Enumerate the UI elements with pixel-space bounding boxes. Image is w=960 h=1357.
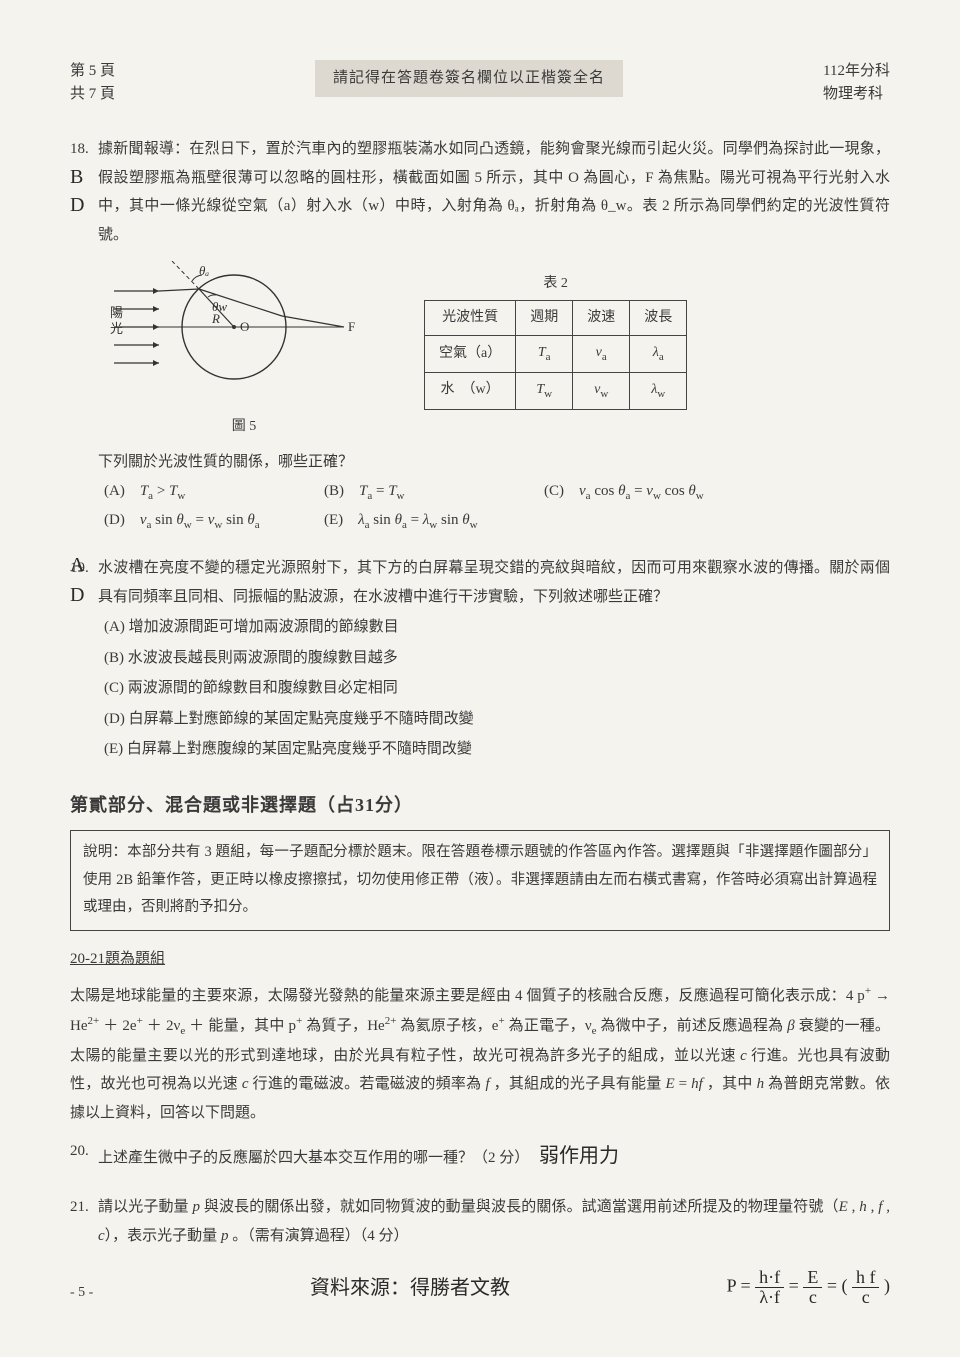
page-line-2: 共 7 頁 (70, 83, 115, 106)
svg-text:R: R (211, 311, 220, 326)
q18-options: (A) Ta > Tw (B) Ta = Tw (C) va cos θa = … (104, 477, 890, 537)
table-2-wrap: 表 2 光波性質 週期 波速 波長 空氣（a） Ta va λa (424, 271, 687, 410)
figure-5-wrap: 陽 光 θₐ θw R O F 圖 5 (104, 261, 384, 440)
q19-opt-c: (C) 兩波源間的節線數目和腹線數目必定相同 (104, 674, 890, 703)
header-instruction: 請記得在答題卷簽名欄位以正楷簽全名 (315, 60, 623, 97)
q18-opt-e: (E) λa sin θa = λw sin θw (324, 506, 504, 536)
table-2: 光波性質 週期 波速 波長 空氣（a） Ta va λa 水 （w） Tw (424, 300, 687, 410)
q19-opt-a: (A) 增加波源間距可增加兩波源間的節線數目 (104, 613, 890, 642)
fig5-sun-label: 陽 (110, 305, 123, 320)
q19-opt-b: (B) 水波波長越長則兩波源間的腹線數目越多 (104, 644, 890, 673)
q18-opt-a: (A) Ta > Tw (104, 477, 284, 507)
footer-page-num: - 5 - (70, 1280, 93, 1307)
group-20-21-label: 20-21題為題組 (70, 945, 890, 974)
exam-page: 第 5 頁 共 7 頁 請記得在答題卷簽名欄位以正楷簽全名 112年分科 物理考… (0, 0, 960, 1357)
table-row: 水 （w） Tw vw λw (425, 372, 687, 409)
q19-number: 19. (70, 554, 89, 583)
svg-text:F: F (348, 319, 355, 334)
q20-handwritten-answer: 弱作用力 (539, 1145, 619, 1167)
q20-text: 上述產生微中子的反應屬於四大基本交互作用的哪一種？（2 分） (98, 1150, 529, 1166)
table-row: 空氣（a） Ta va λa (425, 336, 687, 373)
section-2-instructions: 說明：本部分共有 3 題組，每一子題配分標於題末。限在答題卷標示題號的作答區內作… (70, 830, 890, 931)
page-number-block: 第 5 頁 共 7 頁 (70, 60, 115, 105)
q18-opt-d: (D) va sin θw = vw sin θa (104, 506, 284, 536)
handwritten-ans-18-d: D (70, 186, 84, 224)
q21-text: 請以光子動量 p 與波長的關係出發，就如同物質波的動量與波長的關係。試適當選用前… (98, 1193, 890, 1250)
question-21: 21. 請以光子動量 p 與波長的關係出發，就如同物質波的動量與波長的關係。試適… (98, 1193, 890, 1250)
svg-text:光: 光 (110, 321, 123, 336)
figure-5-svg: 陽 光 θₐ θw R O F (104, 261, 384, 401)
frac-3: h f c (852, 1268, 880, 1307)
figure-5-caption: 圖 5 (104, 414, 384, 441)
q21-number: 21. (70, 1193, 89, 1222)
handwritten-source: 資料來源：得勝者文教 (310, 1269, 510, 1307)
th-property: 光波性質 (425, 300, 516, 336)
frac-1: h·f λ·f (755, 1268, 784, 1307)
q20-number: 20. (70, 1137, 89, 1166)
exam-year: 112年分科 (823, 60, 890, 83)
q18-opt-c: (C) va cos θa = vw cos θw (544, 477, 724, 507)
th-period: 週期 (516, 300, 573, 336)
question-19: 19. 水波槽在亮度不變的穩定光源照射下，其下方的白屏幕呈現交錯的亮紋與暗紋，因… (98, 554, 890, 764)
passage-20-21: 太陽是地球能量的主要來源，太陽發光發熱的能量來源主要是經由 4 個質子的核融合反… (70, 981, 890, 1127)
q18-number: 18. (70, 135, 89, 164)
frac-2: E c (803, 1268, 822, 1307)
q18-figure-table-row: 陽 光 θₐ θw R O F 圖 5 表 2 光波性質 週期 波速 (104, 261, 890, 440)
section-2-title: 第貳部分、混合題或非選擇題（占31分） (70, 788, 890, 822)
q19-options: (A) 增加波源間距可增加兩波源間的節線數目 (B) 水波波長越長則兩波源間的腹… (104, 613, 890, 764)
table-2-caption: 表 2 (424, 271, 687, 298)
handwritten-formula: P = h·f λ·f = E c = ( h f c ) (727, 1268, 890, 1307)
q18-prompt: 下列關於光波性質的關係，哪些正確？ (98, 448, 890, 477)
footer: - 5 - 資料來源：得勝者文教 P = h·f λ·f = E c = ( h… (70, 1268, 890, 1307)
exam-subject: 物理考科 (823, 83, 890, 106)
svg-text:θₐ: θₐ (199, 263, 209, 278)
table-row: 光波性質 週期 波速 波長 (425, 300, 687, 336)
q18-text: 據新聞報導：在烈日下，置於汽車內的塑膠瓶裝滿水如同凸透鏡，能夠會聚光線而引起火災… (98, 135, 890, 249)
q19-opt-e: (E) 白屏幕上對應腹線的某固定點亮度幾乎不隨時間改變 (104, 735, 890, 764)
th-speed: 波速 (573, 300, 630, 336)
th-wavelength: 波長 (630, 300, 687, 336)
q19-opt-d: (D) 白屏幕上對應節線的某固定點亮度幾乎不隨時間改變 (104, 705, 890, 734)
q18-opt-b: (B) Ta = Tw (324, 477, 504, 507)
q19-text: 水波槽在亮度不變的穩定光源照射下，其下方的白屏幕呈現交錯的亮紋與暗紋，因而可用來… (98, 554, 890, 611)
page-header: 第 5 頁 共 7 頁 請記得在答題卷簽名欄位以正楷簽全名 112年分科 物理考… (70, 60, 890, 105)
page-line-1: 第 5 頁 (70, 60, 115, 83)
question-18: 18. 據新聞報導：在烈日下，置於汽車內的塑膠瓶裝滿水如同凸透鏡，能夠會聚光線而… (98, 135, 890, 536)
exam-info: 112年分科 物理考科 (823, 60, 890, 105)
question-20: 20. 上述產生微中子的反應屬於四大基本交互作用的哪一種？（2 分） 弱作用力 (98, 1137, 890, 1175)
svg-text:O: O (240, 319, 249, 334)
